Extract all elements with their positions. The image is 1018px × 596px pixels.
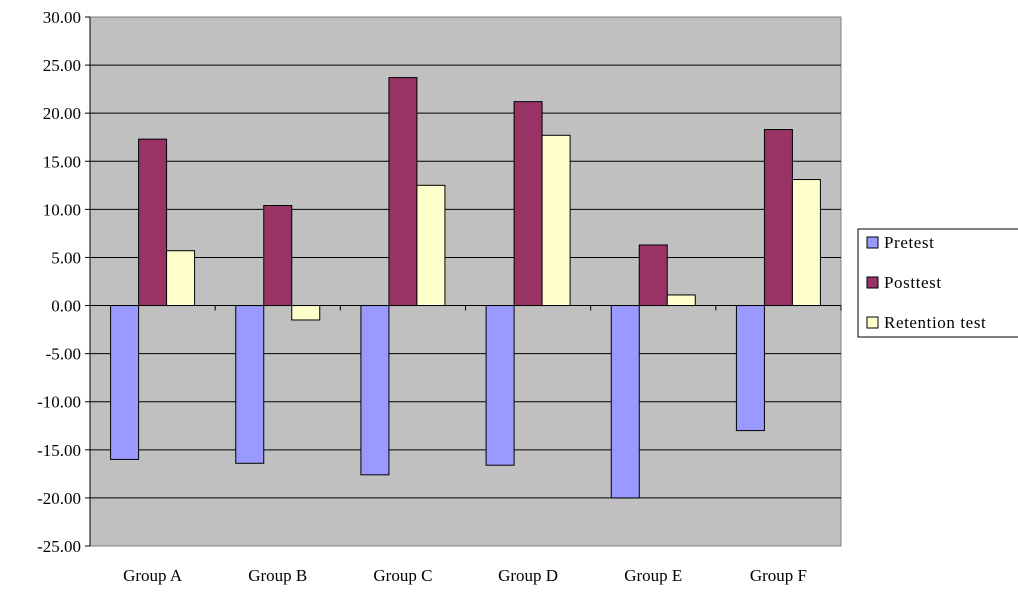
y-tick-label: -25.00 <box>37 537 81 556</box>
x-tick-label: Group D <box>498 566 558 585</box>
bar-pretest <box>610 305 640 499</box>
x-tick-label: Group C <box>373 566 432 585</box>
y-tick-label: 0.00 <box>51 297 81 316</box>
bar-posttest <box>513 101 543 307</box>
legend: Pretest Posttest Retention test <box>857 228 1018 338</box>
x-tick-label: Group B <box>248 566 307 585</box>
bar-pretest <box>360 305 390 476</box>
bar-posttest <box>263 205 293 307</box>
bar-posttest <box>763 129 793 307</box>
bar-retention-test <box>541 134 571 307</box>
y-tick-label: 25.00 <box>43 56 81 75</box>
legend-label: Posttest <box>884 273 942 292</box>
bar-posttest <box>638 244 668 307</box>
legend-label: Retention test <box>884 313 986 332</box>
plot-area <box>89 16 842 547</box>
bar-posttest <box>138 138 168 307</box>
legend-box <box>857 228 1018 338</box>
bar-pretest <box>235 305 265 464</box>
bar-pretest <box>110 305 140 460</box>
y-tick-label: -10.00 <box>37 393 81 412</box>
bar-retention-test <box>666 294 696 307</box>
bar-retention-test <box>791 179 821 307</box>
bar-retention-test <box>416 184 446 307</box>
y-tick-label: 15.00 <box>43 152 81 171</box>
x-tick-label: Group F <box>750 566 807 585</box>
bar-pretest <box>485 305 515 466</box>
bar-pretest <box>735 305 765 432</box>
bar-retention-test <box>291 305 321 321</box>
y-tick-label: 20.00 <box>43 104 81 123</box>
legend-label: Pretest <box>884 233 934 252</box>
y-tick-label: 5.00 <box>51 248 81 267</box>
y-tick-label: 10.00 <box>43 200 81 219</box>
y-tick-label: -15.00 <box>37 441 81 460</box>
axes: 30.00 25.00 20.00 15.00 10.00 5.00 0.00 -5.00 -1… <box>37 8 842 585</box>
legend-swatch <box>866 276 879 289</box>
y-tick-label: -5.00 <box>46 345 81 364</box>
bar-posttest <box>388 77 418 307</box>
x-tick-label: Group E <box>624 566 682 585</box>
legend-swatch <box>866 316 879 329</box>
legend-swatch <box>866 236 879 249</box>
y-tick-label: 30.00 <box>43 8 81 27</box>
y-tick-label: -20.00 <box>37 489 81 508</box>
bar-retention-test <box>166 250 196 307</box>
x-tick-label: Group A <box>123 566 183 585</box>
